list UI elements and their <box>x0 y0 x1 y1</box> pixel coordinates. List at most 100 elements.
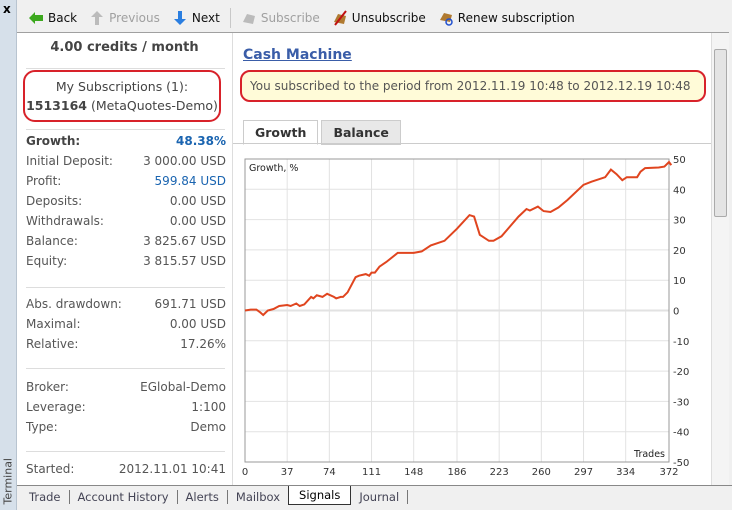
tab-balance[interactable]: Balance <box>321 120 401 145</box>
stat-row: Broker: EGlobal-Demo <box>26 380 226 394</box>
x-tick-label: 37 <box>281 467 294 478</box>
signal-main-panel: Cash Machine You subscribed to the perio… <box>233 33 711 486</box>
stat-value: Demo <box>190 420 226 434</box>
tab-growth[interactable]: Growth <box>243 120 319 145</box>
unsubscribe-label: Unsubscribe <box>351 11 426 25</box>
y-tick-label: -20 <box>673 367 689 378</box>
x-tick-label: 111 <box>362 467 381 478</box>
y-tick-label: 0 <box>673 307 679 318</box>
x-tick-label: 186 <box>447 467 466 478</box>
toolbar: Back Previous Next Subscribe Unsubscribe… <box>17 4 729 32</box>
subscription-server: (MetaQuotes-Demo) <box>90 98 218 113</box>
tab-account-history[interactable]: Account History <box>70 489 178 504</box>
stat-label: Type: <box>26 420 58 434</box>
terminal-label: Terminal <box>1 458 15 505</box>
stat-row: Leverage: 1:100 <box>26 400 226 414</box>
tab-signals[interactable]: Signals <box>288 486 352 505</box>
toolbar-separator <box>229 8 231 28</box>
stat-row: Abs. drawdown: 691.71 USD <box>26 297 226 311</box>
stat-label: Leverage: <box>26 400 86 414</box>
arrow-down-icon <box>173 11 186 25</box>
x-tick-label: 297 <box>574 467 593 478</box>
chart-tabs: Growth Balance <box>243 120 401 145</box>
stat-row: Equity: 3 815.57 USD <box>26 254 226 268</box>
divider <box>26 451 225 452</box>
x-tick-label: 223 <box>490 467 509 478</box>
previous-label: Previous <box>109 11 160 25</box>
stat-label: Broker: <box>26 380 69 394</box>
stat-row: Type: Demo <box>26 420 226 434</box>
arrow-up-icon <box>91 11 104 25</box>
stat-value: EGlobal-Demo <box>140 380 226 394</box>
stat-value: 3 815.57 USD <box>143 254 226 268</box>
stat-value: 48.38% <box>176 134 226 148</box>
stat-label: Started: <box>26 462 75 476</box>
back-button[interactable]: Back <box>23 8 82 28</box>
subscriptions-title: My Subscriptions (1): <box>55 79 189 94</box>
signal-title-link[interactable]: Cash Machine <box>243 47 352 63</box>
x-tick-label: 260 <box>532 467 551 478</box>
divider <box>26 129 225 130</box>
price-label: 4.00 credits / month <box>50 40 199 55</box>
tab-alerts[interactable]: Alerts <box>178 489 228 504</box>
next-label: Next <box>191 11 220 25</box>
tab-trade[interactable]: Trade <box>21 489 70 504</box>
stat-value: 17.26% <box>180 337 226 351</box>
stat-value: 2012.11.01 10:41 <box>118 462 226 476</box>
stat-row-started: Started: 2012.11.01 10:41 <box>26 462 226 476</box>
stat-value: 0.00 USD <box>169 194 226 208</box>
stat-label: Abs. drawdown: <box>26 297 122 311</box>
stat-label: Balance: <box>26 234 78 248</box>
divider <box>26 368 225 369</box>
close-icon[interactable]: x <box>3 2 11 16</box>
stat-label: Growth: <box>26 134 81 148</box>
subscription-account[interactable]: 1513164 <box>26 98 87 113</box>
stat-value: 3 825.67 USD <box>143 234 226 248</box>
stat-label: Deposits: <box>26 194 83 208</box>
unsubscribe-button[interactable]: Unsubscribe <box>327 8 431 28</box>
growth-chart: 0 37 74 111 148 186 223 260 297 334 372 50 40 30 20 10 0… <box>233 143 711 478</box>
y-tick-label: -50 <box>673 458 689 469</box>
divider <box>26 287 225 288</box>
divider <box>26 68 225 69</box>
x-tick-label: 0 <box>242 467 248 478</box>
renew-label: Renew subscription <box>457 11 575 25</box>
unsubscribe-icon <box>333 10 347 26</box>
stat-label: Withdrawals: <box>26 214 104 228</box>
renew-subscription-button[interactable]: Renew subscription <box>433 8 580 28</box>
y-tick-label: -30 <box>673 397 689 408</box>
arrow-left-icon <box>29 12 43 24</box>
stat-row: Withdrawals: 0.00 USD <box>26 214 226 228</box>
signal-stats-panel: 4.00 credits / month My Subscriptions (1… <box>17 33 233 486</box>
renew-icon <box>439 13 453 26</box>
next-button[interactable]: Next <box>167 8 225 28</box>
y-tick-label: -10 <box>673 337 689 348</box>
subscribe-button[interactable]: Subscribe <box>236 8 325 28</box>
x-tick-label: 334 <box>616 467 635 478</box>
stat-label: Maximal: <box>26 317 81 331</box>
terminal-side-bar: x Terminal <box>0 0 17 510</box>
growth-series-line <box>244 160 673 317</box>
x-tick-label: 74 <box>323 467 336 478</box>
chart-title: Growth, % <box>249 163 298 174</box>
previous-button[interactable]: Previous <box>84 8 165 28</box>
vertical-scrollbar[interactable] <box>711 33 729 486</box>
stat-label: Profit: <box>26 174 62 188</box>
x-tick-label: 372 <box>659 467 678 478</box>
stat-row: Deposits: 0.00 USD <box>26 194 226 208</box>
stat-value: 599.84 USD <box>154 174 226 188</box>
subscribe-icon <box>242 14 255 24</box>
stat-label: Equity: <box>26 254 68 268</box>
tab-journal[interactable]: Journal <box>351 489 409 504</box>
scrollbar-thumb[interactable] <box>714 49 727 217</box>
tab-mailbox[interactable]: Mailbox <box>235 489 281 504</box>
x-tick-label: 148 <box>404 467 423 478</box>
terminal-tabs: Trade Account History Alerts Mailbox Sig… <box>17 485 732 507</box>
signal-details: 4.00 credits / month My Subscriptions (1… <box>17 32 729 486</box>
stat-value: 3 000.00 USD <box>143 154 226 168</box>
my-subscriptions-box: My Subscriptions (1): 1513164 (MetaQuote… <box>23 70 221 122</box>
stat-row: Relative: 17.26% <box>26 337 226 351</box>
back-label: Back <box>48 11 78 25</box>
stat-label: Initial Deposit: <box>26 154 113 168</box>
y-tick-label: -40 <box>673 428 689 439</box>
